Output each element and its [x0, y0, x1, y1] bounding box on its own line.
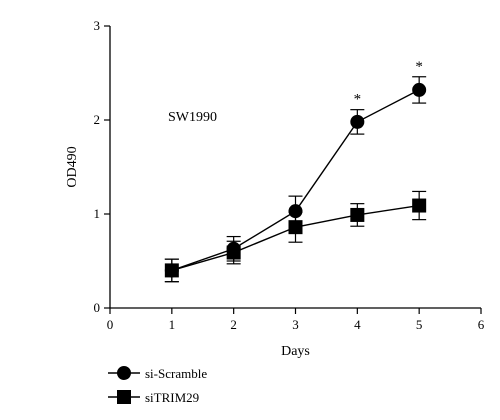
legend-item-si-scramble: si-Scramble: [108, 366, 207, 381]
significance-marker: *: [354, 92, 362, 108]
x-tick-label: 5: [416, 317, 423, 332]
legend-item-sitrim29: siTRIM29: [108, 390, 199, 405]
legend: si-Scramble siTRIM29: [108, 366, 207, 405]
data-point-circle: [288, 204, 303, 219]
legend-label-si-scramble: si-Scramble: [145, 366, 207, 381]
y-ticks: 0 1 2 3: [94, 18, 110, 315]
x-tick-label: 4: [354, 317, 361, 332]
y-tick-label: 3: [94, 18, 101, 33]
significance-marker: *: [415, 59, 423, 75]
data-point-square: [226, 245, 241, 260]
data-point-square: [412, 198, 427, 213]
x-tick-label: 0: [107, 317, 114, 332]
data-point-square: [350, 207, 365, 222]
x-tick-label: 2: [230, 317, 237, 332]
x-tick-label: 3: [292, 317, 299, 332]
plot-area: **: [164, 59, 427, 283]
x-tick-label: 6: [478, 317, 485, 332]
legend-circle-marker: [117, 366, 131, 380]
x-ticks: 0 1 2 3 4 5 6: [107, 308, 485, 332]
x-tick-label: 1: [169, 317, 176, 332]
y-axis-title: OD490: [65, 146, 80, 187]
series-sitrim29: [164, 190, 427, 283]
legend-label-sitrim29: siTRIM29: [145, 390, 199, 405]
legend-square-marker: [117, 390, 131, 404]
y-tick-label: 0: [94, 300, 101, 315]
data-point-square: [164, 263, 179, 278]
series-si-scramble: **: [164, 59, 427, 283]
data-point-circle: [350, 114, 365, 129]
y-tick-label: 1: [94, 206, 101, 221]
x-axis-title: Days: [281, 344, 310, 359]
cell-line-annotation: SW1990: [168, 110, 217, 125]
y-tick-label: 2: [94, 112, 101, 127]
data-point-circle: [412, 82, 427, 97]
data-point-square: [288, 220, 303, 235]
